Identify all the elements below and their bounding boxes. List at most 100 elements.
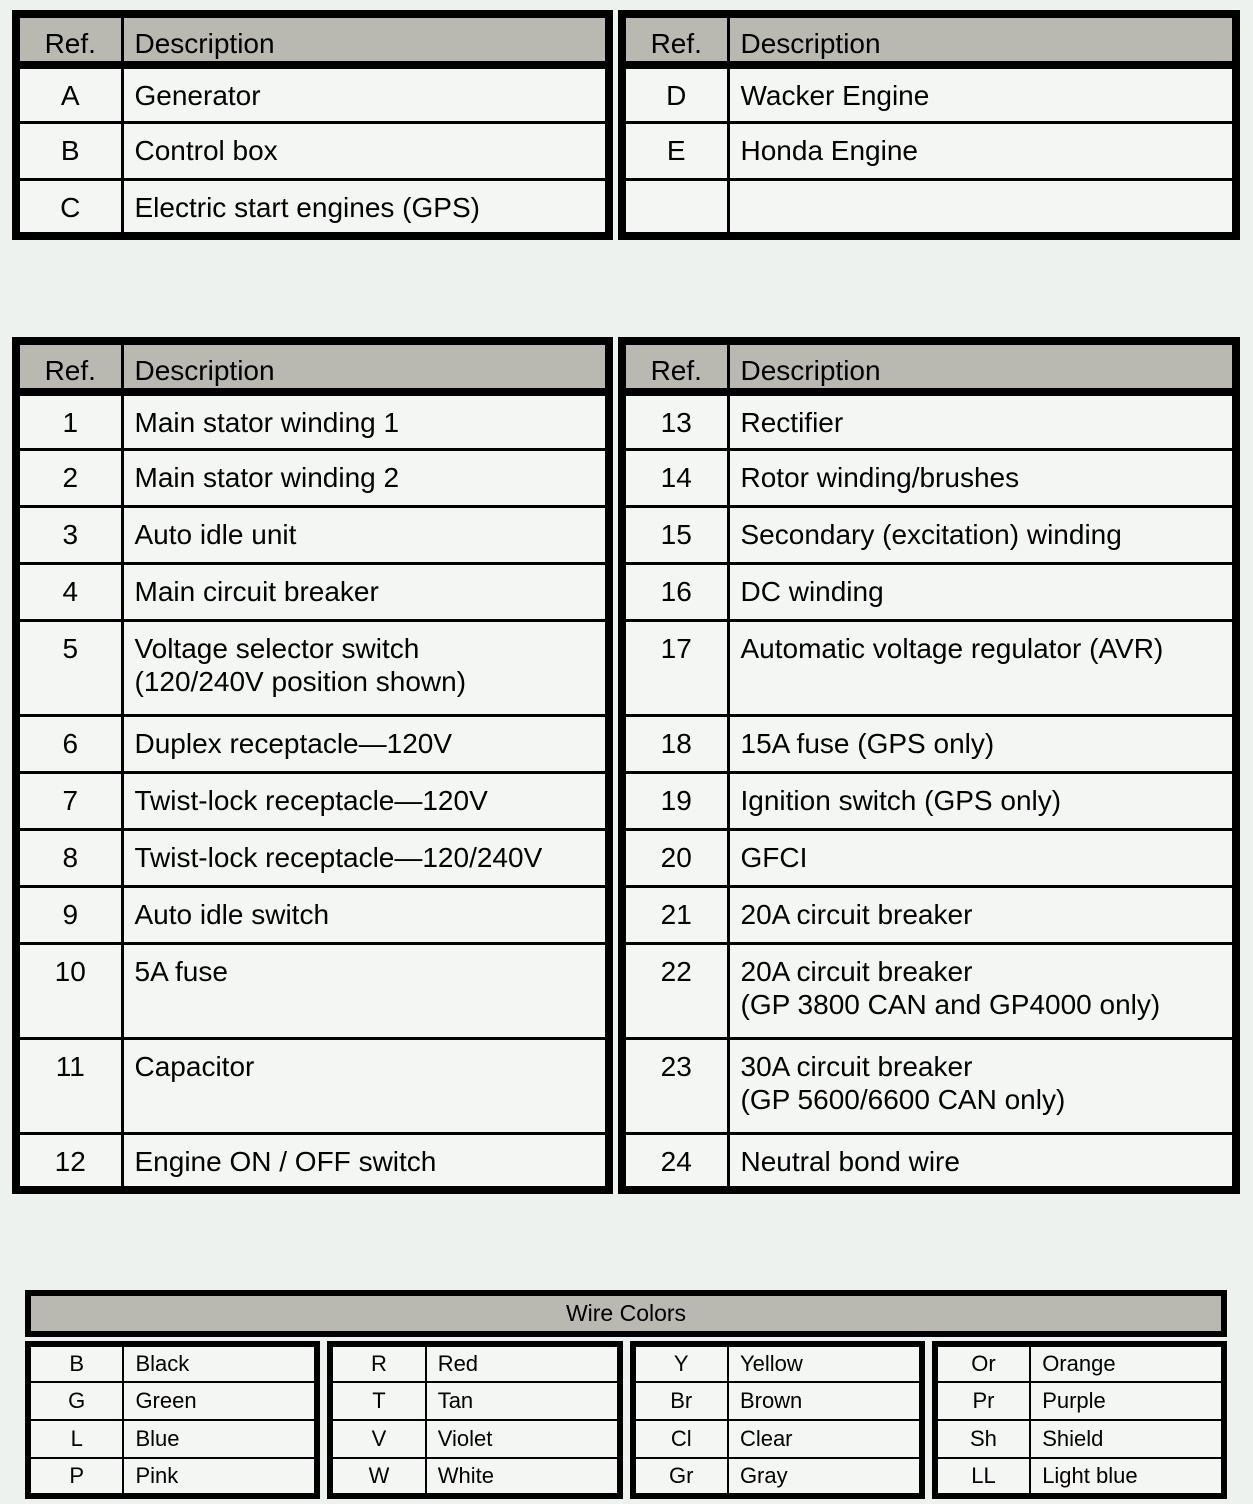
table-row: 21 20A circuit breaker [620,884,1238,945]
ref-cell: 20 [620,827,730,888]
ref-cell: 23 [620,1036,730,1135]
wire-code-cell: L [26,1419,125,1459]
table-row: T Tan [329,1381,621,1421]
table-row: 12 Engine ON / OFF switch [14,1131,611,1192]
description-cell: Twist-lock receptacle—120/240V [120,827,611,888]
assembly-legend-section: Ref. Description A Generator B Control b… [12,10,1240,240]
table-row: P Pink [26,1457,319,1497]
table-row: Gr Gray [631,1457,923,1497]
table-row: 13 Rectifier [620,390,1238,451]
description-cell: Generator [120,63,611,124]
ref-cell: 21 [620,884,730,945]
table-row: 6 Duplex receptacle—120V [14,713,611,774]
component-legend-section: Ref. Description 1 Main stator winding 1… [12,337,1240,1194]
table-row: Sh Shield [933,1419,1225,1459]
table-row: 2 Main stator winding 2 [14,447,611,508]
ref-cell: D [620,63,730,124]
wire-code-cell: Sh [933,1419,1032,1459]
description-cell: 20A circuit breaker (GP 3800 CAN and GP4… [726,941,1238,1040]
wire-name-cell: Tan [424,1381,621,1421]
ref-cell: 13 [620,390,730,451]
ref-cell: 3 [14,504,124,565]
ref-cell: 12 [14,1131,124,1192]
description-cell: Engine ON / OFF switch [120,1131,611,1192]
wire-colors-table-3: Y Yellow Br Brown Cl Clear Gr Gray [629,1341,925,1499]
ref-cell: 9 [14,884,124,945]
wire-name-cell: Orange [1029,1343,1225,1383]
wire-code-cell: Or [933,1343,1032,1383]
wire-colors-table-4: Or Orange Pr Purple Sh Shield LL Light b… [931,1341,1227,1499]
table-row: 9 Auto idle switch [14,884,611,945]
wire-colors-table-1: B Black G Green L Blue P Pink [25,1341,321,1499]
wire-colors-table-2: R Red T Tan V Violet W White [327,1341,623,1499]
wire-code-cell: Cl [631,1419,729,1459]
table-row: Y Yellow [631,1343,923,1383]
wire-code-cell: LL [933,1457,1032,1497]
table-row: C Electric start engines (GPS) [14,177,611,238]
ref-cell: 8 [14,827,124,888]
ref-cell: 19 [620,770,730,831]
table-row: 8 Twist-lock receptacle—120/240V [14,827,611,888]
table-row: E Honda Engine [620,120,1238,181]
wire-code-cell: G [26,1381,125,1421]
description-cell: Main stator winding 2 [120,447,611,508]
component-legend-right-table: Ref. Description 13 Rectifier 14 Rotor w… [618,337,1240,1194]
table-row: V Violet [329,1419,621,1459]
table-row: B Black [26,1343,319,1383]
ref-cell: 17 [620,618,730,717]
table-row: 15 Secondary (excitation) winding [620,504,1238,565]
ref-cell: 14 [620,447,730,508]
description-cell: Electric start engines (GPS) [120,177,611,238]
description-cell: Wacker Engine [726,63,1238,124]
table-row: L Blue [26,1419,319,1459]
description-cell: Ignition switch (GPS only) [726,770,1238,831]
description-cell: GFCI [726,827,1238,888]
description-cell: 15A fuse (GPS only) [726,713,1238,774]
table-row: Br Brown [631,1381,923,1421]
ref-cell: 16 [620,561,730,622]
ref-cell: 5 [14,618,124,717]
ref-column-header: Ref. [620,12,730,69]
wire-code-cell: V [329,1419,427,1459]
wire-code-cell: R [329,1343,427,1383]
wire-code-cell: Y [631,1343,729,1383]
ref-cell [620,177,730,238]
ref-cell: 7 [14,770,124,831]
description-cell: Automatic voltage regulator (AVR) [726,618,1238,717]
wire-colors-section: Wire Colors B Black G Green L Blue [25,1290,1227,1499]
table-row: 3 Auto idle unit [14,504,611,565]
table-row: Pr Purple [933,1381,1225,1421]
ref-cell: E [620,120,730,181]
wire-name-cell: Black [122,1343,319,1383]
ref-cell: 18 [620,713,730,774]
table-row: 24 Neutral bond wire [620,1131,1238,1192]
wire-name-cell: Yellow [726,1343,923,1383]
table-row: 19 Ignition switch (GPS only) [620,770,1238,831]
wire-name-cell: White [424,1457,621,1497]
wire-name-cell: Pink [122,1457,319,1497]
table-row: 7 Twist-lock receptacle—120V [14,770,611,831]
table-row: 22 20A circuit breaker (GP 3800 CAN and … [620,941,1238,1040]
ref-cell: 11 [14,1036,124,1135]
table-row: 11 Capacitor [14,1036,611,1135]
description-cell: Rectifier [726,390,1238,451]
ref-cell: B [14,120,124,181]
ref-cell: 24 [620,1131,730,1192]
table-row [620,177,1238,238]
wire-name-cell: Violet [424,1419,621,1459]
wire-colors-title: Wire Colors [25,1290,1227,1337]
table-row: 14 Rotor winding/brushes [620,447,1238,508]
wire-colors-groups: B Black G Green L Blue P Pink [25,1341,1227,1499]
description-column-header: Description [120,339,611,396]
wire-code-cell: Br [631,1381,729,1421]
description-cell: Honda Engine [726,120,1238,181]
description-cell: Control box [120,120,611,181]
table-row: 18 15A fuse (GPS only) [620,713,1238,774]
table-row: 10 5A fuse [14,941,611,1040]
description-cell: Main stator winding 1 [120,390,611,451]
description-cell: 5A fuse [120,941,611,1040]
description-cell: Duplex receptacle—120V [120,713,611,774]
table-row: LL Light blue [933,1457,1225,1497]
description-column-header: Description [726,339,1238,396]
description-cell: Twist-lock receptacle—120V [120,770,611,831]
